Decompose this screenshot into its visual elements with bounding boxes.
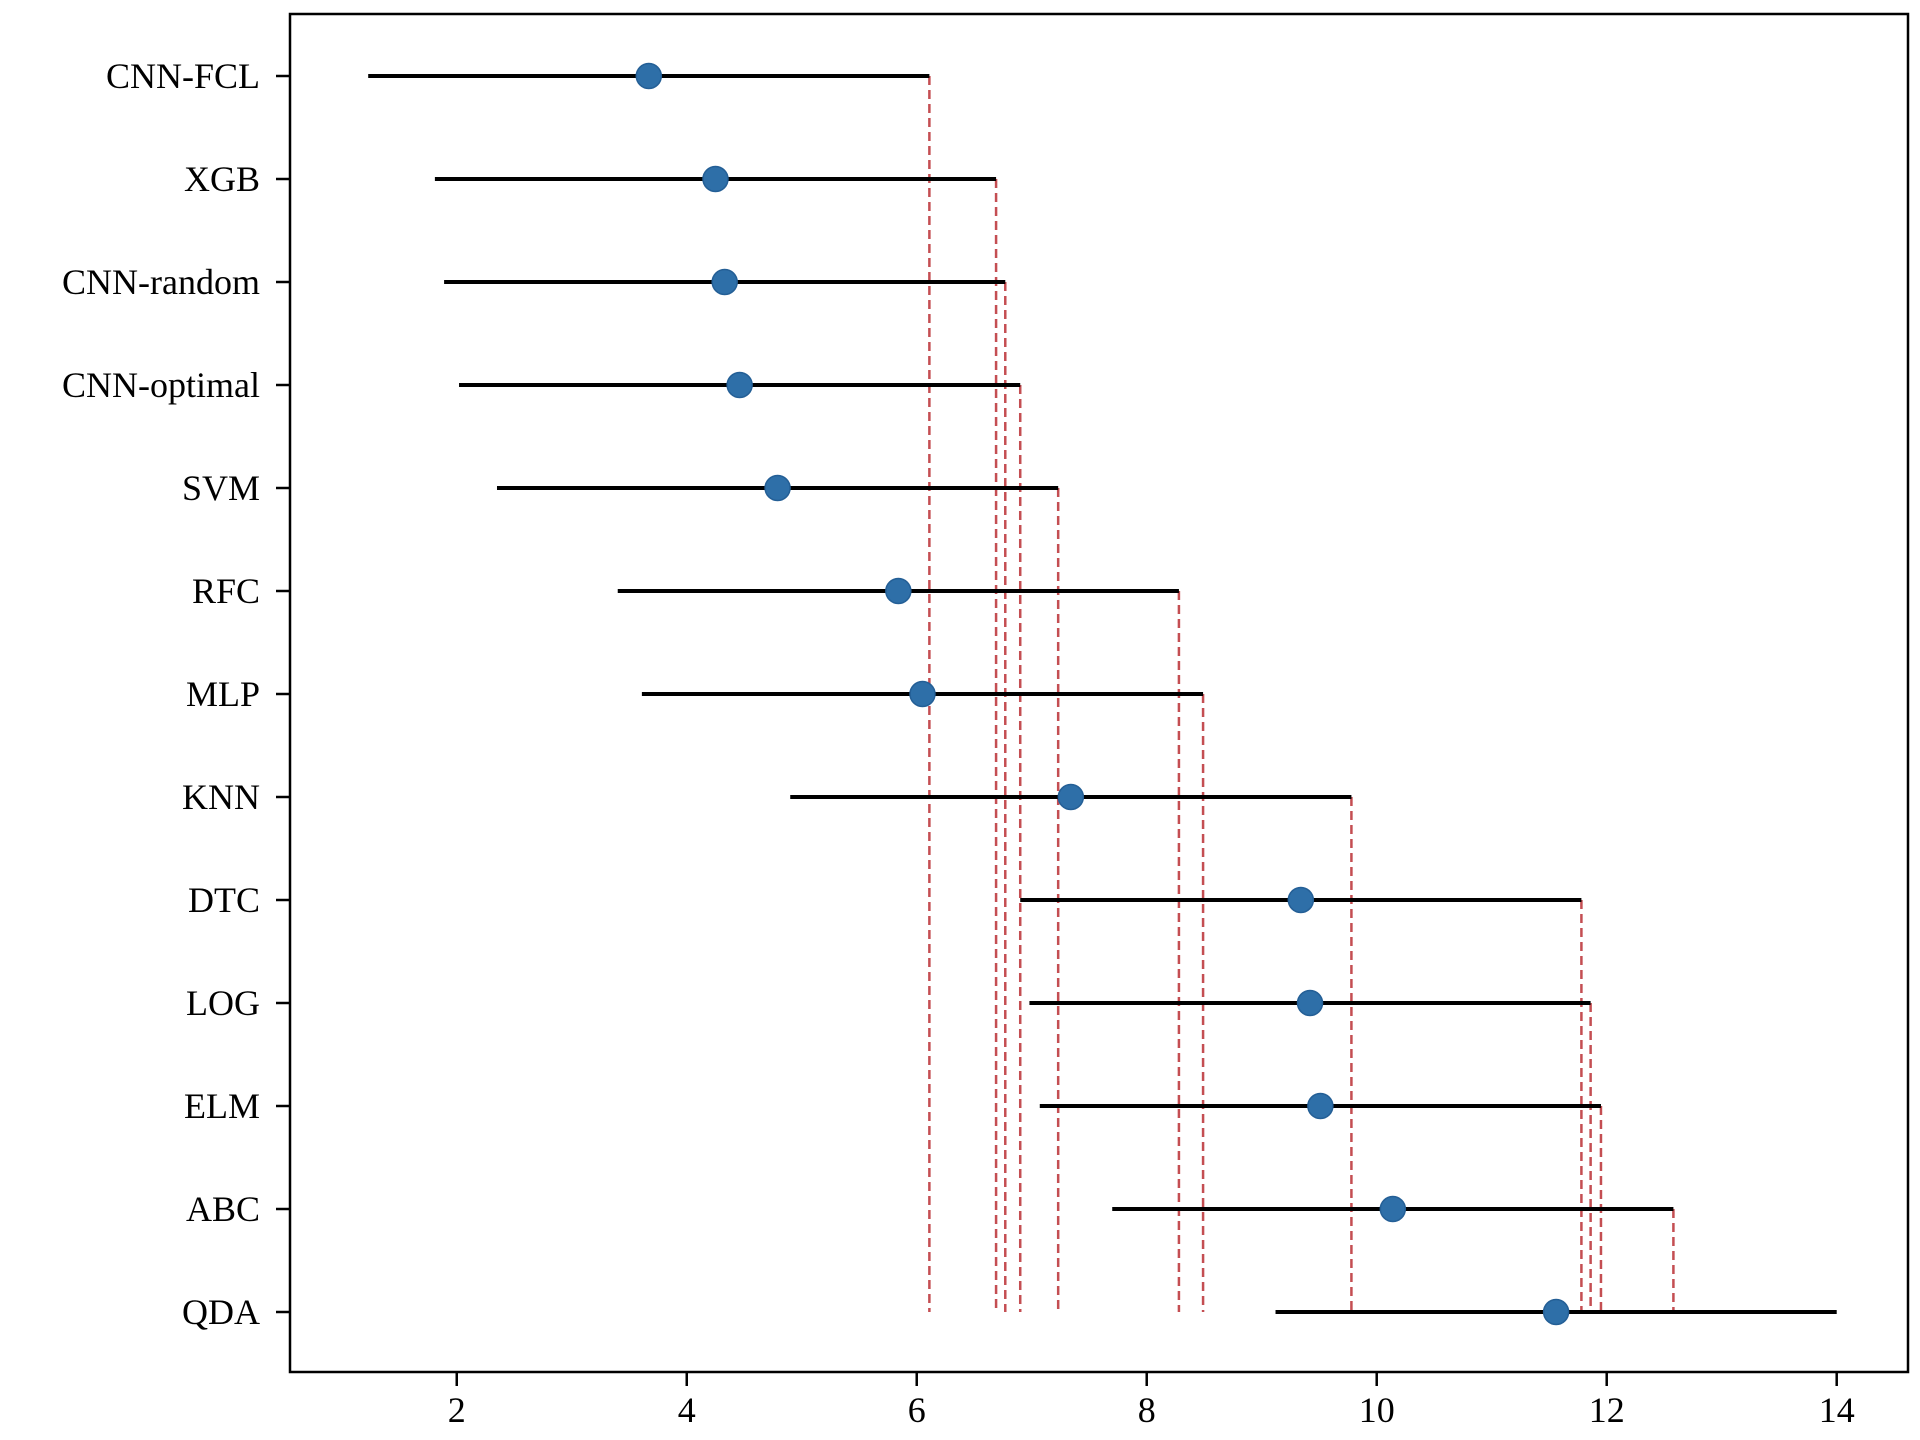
rank-point-cnn-random [711, 268, 738, 296]
y-axis: CNN-FCL XGB CNN-random CNN-optimal SVM RFC MLP… [62, 56, 290, 1332]
rank-points-group [635, 62, 1570, 1326]
y-tick-label-cnn-fcl: CNN-FCL [106, 56, 260, 96]
y-tick-label-xgb: XGB [184, 159, 260, 199]
rank-point-elm [1307, 1092, 1334, 1120]
y-tick-label-log: LOG [186, 983, 260, 1023]
rank-point-rfc [885, 577, 912, 605]
y-tick-label-knn: KNN [182, 777, 260, 817]
y-tick-label-qda: QDA [182, 1292, 260, 1332]
rank-point-cnn-fcl [635, 62, 663, 90]
x-tick-label-10: 10 [1359, 1390, 1395, 1430]
rank-point-dtc [1287, 886, 1315, 914]
y-tick-label-abc: ABC [186, 1189, 260, 1229]
y-tick-label-elm: ELM [184, 1086, 260, 1126]
rank-point-abc [1379, 1195, 1407, 1223]
y-tick-label-rfc: RFC [192, 571, 260, 611]
y-tick-label-dtc: DTC [188, 880, 260, 920]
rank-point-log [1296, 989, 1324, 1017]
interval-lines-group [368, 74, 1837, 1314]
rank-point-mlp [909, 680, 936, 708]
rank-point-cnn-optimal [726, 371, 753, 399]
rank-point-xgb [702, 165, 729, 193]
y-tick-label-mlp: MLP [186, 674, 260, 714]
y-tick-label-cnn-random: CNN-random [62, 262, 260, 302]
rank-point-svm [764, 474, 791, 502]
x-tick-label-2: 2 [448, 1390, 466, 1430]
x-axis: 2 4 6 8 10 12 14 [448, 1372, 1855, 1430]
x-tick-label-4: 4 [678, 1390, 696, 1430]
x-tick-label-12: 12 [1589, 1390, 1625, 1430]
y-tick-label-svm: SVM [182, 468, 260, 508]
rank-point-qda [1542, 1298, 1570, 1326]
x-tick-label-8: 8 [1138, 1390, 1156, 1430]
x-tick-label-6: 6 [908, 1390, 926, 1430]
x-tick-label-14: 14 [1819, 1390, 1855, 1430]
y-tick-label-cnn-optimal: CNN-optimal [62, 365, 260, 405]
rank-point-knn [1057, 783, 1085, 811]
